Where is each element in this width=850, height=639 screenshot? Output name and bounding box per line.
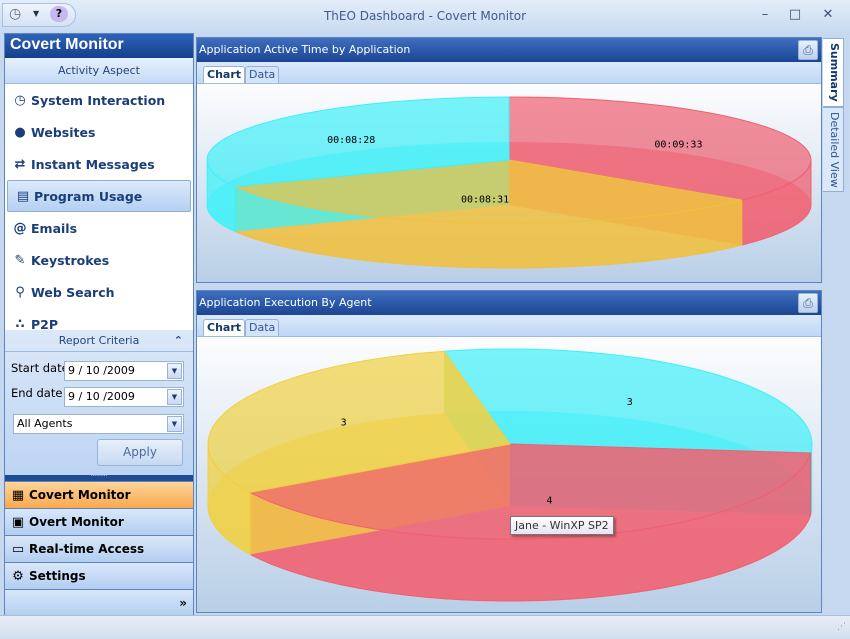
- nav-settings[interactable]: ⚙ Settings: [5, 562, 193, 589]
- slice-label: 3: [627, 397, 633, 408]
- collapse-icon[interactable]: ⌃: [173, 334, 183, 347]
- print-button[interactable]: ⎙: [798, 40, 818, 60]
- chevron-down-icon[interactable]: ▼: [167, 416, 182, 432]
- chevron-down-icon[interactable]: ▼: [167, 363, 182, 379]
- slice-label: 00:08:28: [327, 135, 375, 146]
- report-criteria: Report Criteria ⌃ Start date 9 / 10 /2009…: [5, 330, 193, 475]
- pie-chart-execution: 3 4 3: [207, 348, 813, 602]
- sidebar-item-label: Keystrokes: [31, 252, 110, 268]
- slice-label: 4: [547, 496, 553, 507]
- sidebar-item-system-interaction[interactable]: ◷ System Interaction: [5, 84, 193, 116]
- chevrons-right-icon: »: [179, 596, 187, 610]
- panel-title: Application Active Time by Application: [199, 43, 411, 56]
- report-criteria-title: Report Criteria: [58, 334, 140, 347]
- globe-icon: ●: [14, 124, 26, 140]
- tab-data[interactable]: Data: [245, 319, 280, 336]
- report-criteria-header[interactable]: Report Criteria ⌃: [5, 330, 193, 352]
- sidebar-item-websites[interactable]: ● Websites: [5, 116, 193, 148]
- gear-icon: ⚙: [12, 568, 24, 584]
- active-time-panel: Application Active Time by Application ⎙ …: [196, 37, 822, 283]
- at-icon: @: [13, 220, 27, 236]
- sidebar-item-label: Web Search: [31, 284, 115, 300]
- window-title: ThEO Dashboard - Covert Monitor: [323, 9, 527, 23]
- agent-select[interactable]: All Agents ▼: [13, 414, 184, 434]
- chart-tooltip: Jane - WinXP SP2: [510, 516, 614, 535]
- pie-slice[interactable]: [206, 96, 510, 188]
- sidebar-item-keystrokes[interactable]: ✎ Keystrokes: [5, 244, 193, 276]
- help-icon[interactable]: ?: [50, 6, 68, 22]
- start-date-field[interactable]: 9 / 10 /2009 ▼: [64, 361, 184, 381]
- sidebar-item-instant-messages[interactable]: ⇄ Instant Messages: [5, 148, 193, 180]
- sidebar-title: Covert Monitor: [5, 34, 193, 58]
- execution-panel: Application Execution By Agent ⎙ Chart Dat…: [196, 290, 822, 613]
- program-icon: ▤: [16, 188, 30, 204]
- sidebar: Covert Monitor Activity Aspect ◷ System I…: [4, 33, 194, 616]
- magnifier-icon: ⚲: [15, 284, 25, 300]
- sidebar-item-program-usage[interactable]: ▤ Program Usage: [7, 180, 191, 212]
- pie-chart-active-time: 00:09:33 00:08:31 00:08:28: [206, 96, 812, 269]
- pie-slice[interactable]: [443, 348, 813, 454]
- end-date-field[interactable]: 9 / 10 /2009 ▼: [64, 387, 184, 407]
- tab-summary[interactable]: Summary: [823, 38, 844, 107]
- nav-overt-monitor[interactable]: ▣ Overt Monitor: [5, 508, 193, 535]
- sidebar-item-label: P2P: [31, 316, 59, 332]
- clock-icon: ◷: [14, 92, 26, 108]
- tab-data[interactable]: Data: [245, 66, 280, 83]
- nav-label: Overt Monitor: [29, 515, 124, 529]
- maximize-button[interactable]: □: [788, 7, 802, 22]
- sidebar-item-label: Instant Messages: [31, 156, 155, 172]
- nav-label: Covert Monitor: [29, 488, 131, 502]
- nav-overflow-button[interactable]: »: [5, 589, 193, 616]
- pie-slice[interactable]: [508, 96, 812, 201]
- nav-covert-monitor[interactable]: ▦ Covert Monitor: [5, 481, 193, 508]
- slice-label: 00:08:31: [461, 195, 509, 206]
- apply-button[interactable]: Apply: [97, 439, 183, 466]
- slice-label: 3: [341, 417, 347, 428]
- sidebar-item-web-search[interactable]: ⚲ Web Search: [5, 276, 193, 308]
- print-button[interactable]: ⎙: [798, 293, 818, 313]
- sidebar-item-label: System Interaction: [31, 92, 166, 108]
- slice-label: 00:09:33: [654, 139, 702, 150]
- covert-monitor-icon: ▦: [11, 487, 25, 503]
- activity-aspect-header: Activity Aspect: [5, 58, 193, 84]
- sidebar-item-emails[interactable]: @ Emails: [5, 212, 193, 244]
- start-date-label: Start date: [11, 361, 69, 375]
- end-date-value: 9 / 10 /2009: [68, 390, 135, 403]
- sidebar-item-label: Emails: [31, 220, 78, 236]
- pie-slice[interactable]: [248, 443, 812, 540]
- sidebar-item-label: Websites: [31, 124, 96, 140]
- tab-chart[interactable]: Chart: [203, 319, 246, 336]
- start-date-value: 9 / 10 /2009: [68, 364, 135, 377]
- sidebar-item-label: Program Usage: [34, 188, 143, 204]
- app-menu-icon[interactable]: ◷: [9, 6, 22, 22]
- monitor-icon: ▭: [11, 541, 25, 557]
- overt-monitor-icon: ▣: [11, 514, 25, 530]
- tab-chart[interactable]: Chart: [203, 66, 246, 83]
- splitter[interactable]: ·········: [5, 474, 193, 481]
- tab-detailed-view[interactable]: Detailed View: [823, 106, 844, 193]
- nav-label: Settings: [29, 569, 86, 583]
- resize-grip-icon[interactable]: ⋰: [837, 622, 846, 632]
- pie-slice[interactable]: [207, 350, 511, 493]
- status-bar: ⋰: [0, 615, 850, 639]
- panel-title: Application Execution By Agent: [199, 296, 372, 309]
- minimize-button[interactable]: –: [761, 7, 769, 22]
- chevron-down-icon[interactable]: ▼: [167, 389, 182, 405]
- sync-arrows-icon: ⇄: [14, 156, 26, 172]
- agent-value: All Agents: [17, 417, 73, 430]
- end-date-label: End date: [11, 386, 63, 400]
- sidebar-item-p2p[interactable]: ∴ P2P: [5, 308, 193, 340]
- printer-icon: ⎙: [803, 43, 813, 57]
- view-tabs: Summary Detailed View: [823, 38, 845, 193]
- close-button[interactable]: ✕: [822, 7, 834, 22]
- quick-access-toolbar: ◷ ▼ ?: [2, 3, 76, 27]
- pencil-icon: ✎: [14, 252, 26, 268]
- printer-icon: ⎙: [803, 296, 813, 310]
- nav-label: Real-time Access: [29, 542, 145, 556]
- dropdown-arrow-icon[interactable]: ▼: [33, 9, 40, 18]
- network-icon: ∴: [15, 316, 25, 332]
- nav-real-time-access[interactable]: ▭ Real-time Access: [5, 535, 193, 562]
- pie-slice[interactable]: [234, 159, 742, 224]
- title-bar: ◷ ▼ ? ThEO Dashboard - Covert Monitor – …: [0, 0, 850, 32]
